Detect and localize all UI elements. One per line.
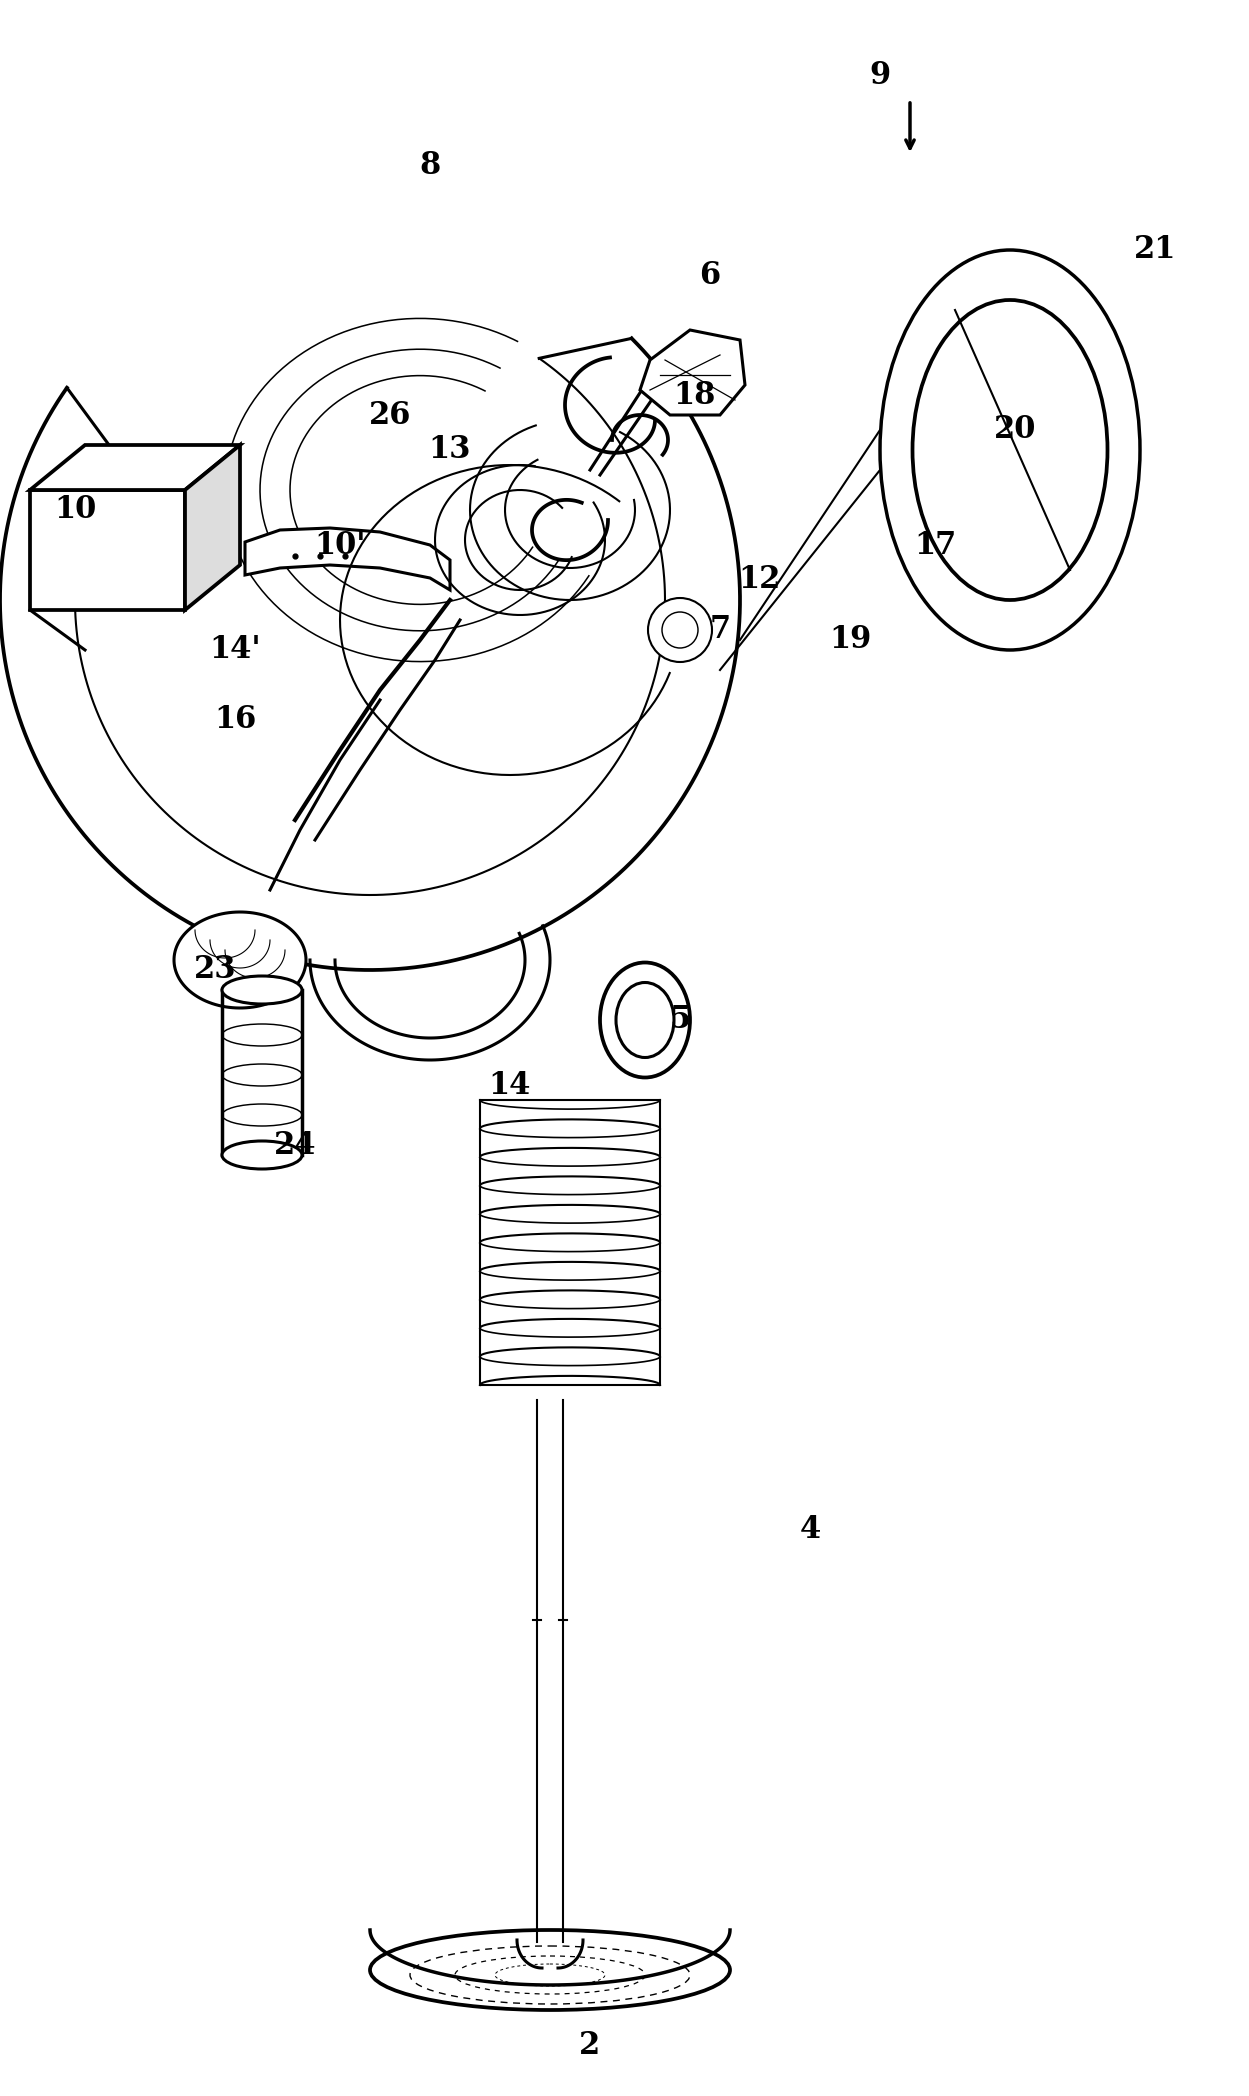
Text: 9: 9: [869, 59, 891, 90]
Text: 14': 14': [209, 635, 261, 667]
Text: 10': 10': [315, 530, 366, 560]
Polygon shape: [174, 912, 306, 1008]
Text: 18: 18: [673, 379, 716, 411]
Text: 16: 16: [214, 704, 256, 736]
Polygon shape: [30, 444, 240, 490]
Text: 23: 23: [194, 954, 236, 985]
Text: 6: 6: [699, 260, 721, 291]
Text: 7: 7: [709, 614, 731, 646]
Ellipse shape: [370, 1930, 729, 2010]
Text: 26: 26: [368, 400, 411, 430]
Ellipse shape: [222, 977, 302, 1004]
Text: 10: 10: [54, 495, 96, 526]
Text: 12: 12: [739, 564, 781, 595]
Ellipse shape: [600, 962, 689, 1077]
Text: 24: 24: [274, 1130, 316, 1161]
Text: 5: 5: [669, 1004, 691, 1035]
Text: 21: 21: [1134, 235, 1177, 266]
Ellipse shape: [222, 1140, 302, 1170]
Polygon shape: [245, 528, 450, 589]
Text: 19: 19: [829, 625, 871, 656]
Text: 14: 14: [488, 1069, 531, 1100]
Text: 20: 20: [994, 415, 1037, 446]
Text: 4: 4: [799, 1515, 821, 1545]
Ellipse shape: [913, 300, 1108, 599]
Circle shape: [648, 597, 712, 662]
Text: 17: 17: [914, 530, 957, 560]
Text: 2: 2: [580, 2029, 601, 2060]
Text: 13: 13: [428, 434, 471, 465]
Polygon shape: [639, 329, 744, 415]
Polygon shape: [185, 444, 240, 610]
FancyBboxPatch shape: [30, 490, 185, 610]
Ellipse shape: [881, 249, 1140, 650]
Text: 8: 8: [420, 149, 441, 180]
